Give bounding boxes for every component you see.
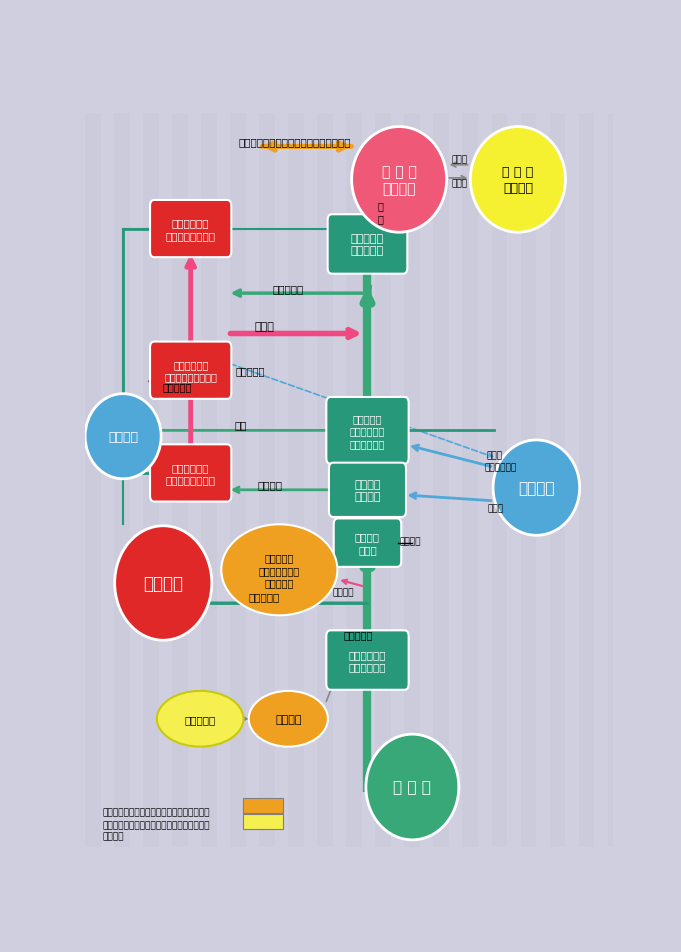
FancyBboxPatch shape	[150, 201, 232, 258]
Bar	[202, 114, 217, 847]
Ellipse shape	[114, 526, 212, 641]
FancyBboxPatch shape	[326, 630, 409, 690]
Bar	[492, 114, 507, 847]
Text: 開催通知: 開催通知	[257, 480, 283, 489]
Text: 準備書送付: 準備書送付	[249, 591, 280, 602]
Text: 説明会の
公　告: 説明会の 公 告	[355, 532, 380, 554]
Ellipse shape	[221, 525, 337, 616]
Text: めるもの: めるもの	[102, 831, 123, 840]
Text: 知　　事: 知 事	[143, 574, 183, 592]
FancyBboxPatch shape	[329, 464, 406, 518]
Text: 意見を聴く: 意見を聴く	[236, 366, 265, 376]
Bar	[434, 114, 449, 847]
Bar	[550, 114, 565, 847]
Bar	[243, 814, 283, 829]
Bar	[579, 114, 595, 847]
Text: 環境影響評
価書の作成: 環境影響評 価書の作成	[351, 233, 384, 256]
FancyBboxPatch shape	[326, 398, 409, 465]
Text: 意　見: 意 見	[452, 179, 468, 188]
Bar	[143, 114, 159, 847]
Bar	[288, 114, 304, 847]
Bar	[375, 114, 391, 847]
Ellipse shape	[351, 128, 447, 233]
Text: 意見書の提出: 意見書の提出	[485, 463, 517, 472]
Text: 環境庁長官に協議して主務大臣が定めるもの: 環境庁長官に協議して主務大臣が定めるもの	[102, 807, 210, 817]
Text: 一週間前: 一週間前	[400, 536, 421, 545]
FancyBboxPatch shape	[328, 215, 407, 274]
Text: 住　　民: 住 民	[518, 481, 554, 496]
Bar	[243, 798, 283, 813]
Bar	[317, 114, 333, 847]
Text: 関係行政機関の長に協議して環境庁長官が定: 関係行政機関の長に協議して環境庁長官が定	[102, 821, 210, 830]
Ellipse shape	[157, 691, 243, 747]
Bar	[607, 114, 624, 847]
Bar	[347, 114, 362, 847]
Bar	[114, 114, 130, 847]
Ellipse shape	[366, 734, 459, 840]
Text: アセスメントの国の行政への適切な反映: アセスメントの国の行政への適切な反映	[238, 137, 351, 148]
Text: 意見を聴く: 意見を聴く	[163, 382, 192, 392]
Text: 送付: 送付	[234, 420, 247, 430]
FancyBboxPatch shape	[334, 519, 401, 567]
Bar	[85, 114, 101, 847]
FancyBboxPatch shape	[150, 342, 232, 400]
Text: 環 境 庁
長　　官: 環 境 庁 長 官	[503, 166, 533, 195]
Ellipse shape	[471, 128, 565, 233]
Text: 基本的事項: 基本的事項	[185, 714, 216, 724]
FancyBboxPatch shape	[150, 445, 232, 502]
Text: 地域決定: 地域決定	[333, 587, 355, 597]
Text: 環境影響評価
準備書の作成: 環境影響評価 準備書の作成	[349, 649, 386, 671]
Bar	[405, 114, 420, 847]
Text: 環境に影響
を及ぼす地域に
関する基準: 環境に影響 を及ぼす地域に 関する基準	[259, 553, 300, 587]
Bar	[259, 114, 275, 847]
Bar	[172, 114, 188, 847]
Text: 配　慮: 配 慮	[452, 155, 468, 164]
Ellipse shape	[85, 394, 161, 479]
Ellipse shape	[493, 441, 580, 536]
Text: 送
付: 送 付	[378, 201, 383, 224]
Text: 準備書の公告
縦覧（１ヶ月間）: 準備書の公告 縦覧（１ヶ月間）	[165, 463, 216, 485]
Text: 意　見: 意 見	[255, 322, 274, 332]
Ellipse shape	[249, 691, 328, 747]
Text: 市町村長: 市町村長	[108, 430, 138, 444]
Text: 評価書の公告
縦覧（１ヶ月間）: 評価書の公告 縦覧（１ヶ月間）	[165, 218, 216, 241]
Text: 出　席: 出 席	[488, 505, 503, 513]
Text: 関係住民の
意見の概要を
記載した書面: 関係住民の 意見の概要を 記載した書面	[350, 413, 385, 448]
Bar	[230, 114, 246, 847]
Bar	[462, 114, 478, 847]
Text: 免 許 権
者　　等: 免 許 権 者 等	[382, 165, 417, 196]
Text: 説明会の
開　　催: 説明会の 開 催	[354, 479, 381, 502]
Text: 出　席: 出 席	[486, 450, 503, 460]
Text: 指　　針: 指 針	[275, 714, 302, 724]
Text: 公聴会の開催
（特に必要なとき）: 公聴会の開催 （特に必要なとき）	[164, 360, 217, 382]
Bar	[520, 114, 537, 847]
Text: 評価書送付: 評価書送付	[272, 284, 304, 294]
Text: 準備書送付: 準備書送付	[344, 629, 373, 640]
Text: 事 業 者: 事 業 者	[394, 780, 431, 795]
